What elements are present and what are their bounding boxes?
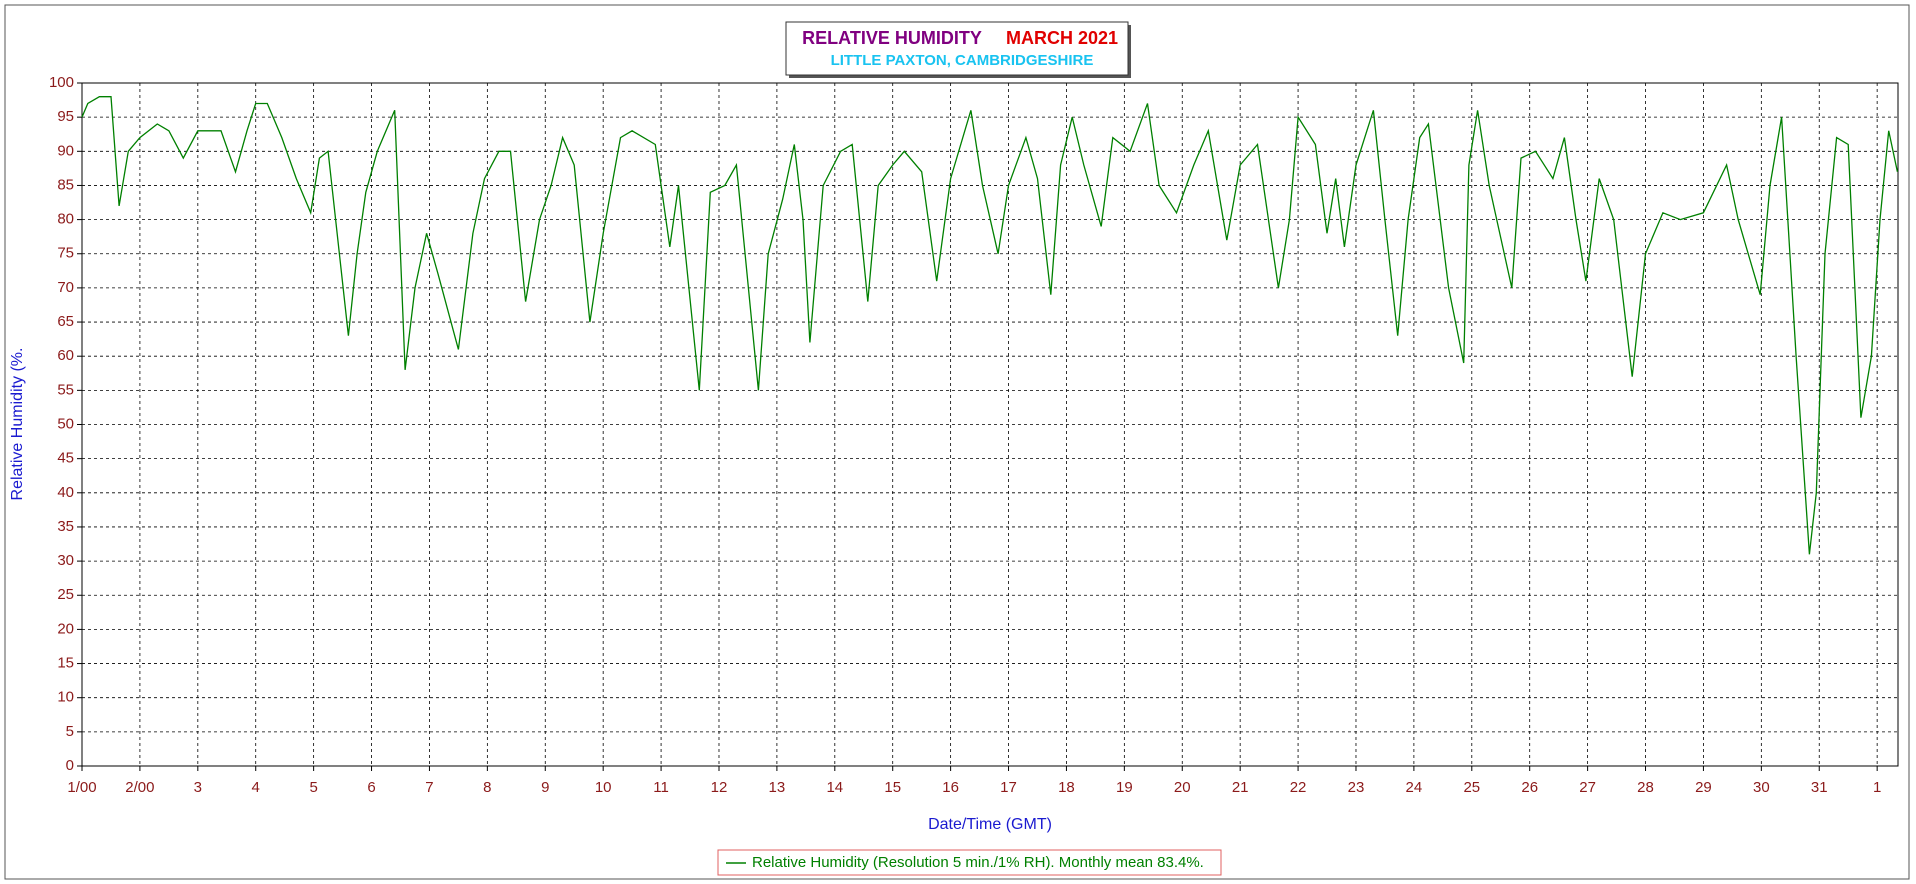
x-tick-label: 12 [711, 779, 728, 796]
chart-subtitle: LITTLE PAXTON, CAMBRIDGESHIRE [831, 52, 1094, 69]
y-tick-label: 80 [57, 211, 74, 228]
x-tick-label: 15 [884, 779, 901, 796]
x-tick-label: 31 [1811, 779, 1828, 796]
chart-title-period: MARCH 2021 [1006, 28, 1118, 48]
y-tick-label: 55 [57, 381, 74, 398]
y-tick-label: 65 [57, 313, 74, 330]
y-tick-label: 60 [57, 347, 74, 364]
x-tick-label: 1/00 [67, 779, 96, 796]
x-tick-label: 23 [1348, 779, 1365, 796]
x-tick-label: 5 [309, 779, 317, 796]
x-tick-label: 4 [252, 779, 260, 796]
x-tick-label: 9 [541, 779, 549, 796]
y-tick-label: 95 [57, 108, 74, 125]
x-tick-label: 2/00 [125, 779, 154, 796]
y-tick-label: 45 [57, 450, 74, 467]
y-tick-label: 30 [57, 552, 74, 569]
chart-frame [4, 4, 1910, 880]
y-tick-label: 5 [66, 723, 74, 740]
x-axis-label: Date/Time (GMT) [928, 816, 1052, 833]
y-tick-label: 40 [57, 484, 74, 501]
y-tick-label: 70 [57, 279, 74, 296]
y-tick-label: 50 [57, 415, 74, 432]
y-tick-label: 75 [57, 245, 74, 262]
legend-label: Relative Humidity (Resolution 5 min./1% … [752, 854, 1204, 871]
x-tick-label: 21 [1232, 779, 1249, 796]
x-tick-label: 17 [1000, 779, 1017, 796]
y-tick-label: 15 [57, 655, 74, 672]
y-tick-label: 85 [57, 176, 74, 193]
x-tick-label: 10 [595, 779, 612, 796]
x-tick-label: 19 [1116, 779, 1133, 796]
x-tick-label: 11 [653, 779, 669, 796]
x-tick-label: 22 [1290, 779, 1307, 796]
chart-title: RELATIVE HUMIDITY [802, 28, 982, 48]
x-tick-label: 7 [425, 779, 433, 796]
legend-box [717, 849, 1222, 876]
y-tick-label: 20 [57, 620, 74, 637]
x-tick-label: 24 [1406, 779, 1423, 796]
data-line [81, 96, 1899, 555]
x-tick-label: 28 [1637, 779, 1654, 796]
x-tick-label: 6 [367, 779, 375, 796]
title-box [785, 21, 1129, 76]
y-tick-label: 100 [49, 74, 74, 91]
x-tick-label: 20 [1174, 779, 1191, 796]
x-tick-label: 25 [1463, 779, 1480, 796]
x-tick-label: 16 [942, 779, 959, 796]
y-axis-label: Relative Humidity (%. [9, 348, 26, 501]
x-tick-label: 29 [1695, 779, 1712, 796]
x-tick-label: 27 [1579, 779, 1596, 796]
x-tick-label: 1 [1873, 779, 1881, 796]
x-tick-label: 14 [826, 779, 843, 796]
x-tick-label: 3 [194, 779, 202, 796]
y-tick-label: 10 [57, 689, 74, 706]
y-tick-label: 35 [57, 518, 74, 535]
x-tick-label: 18 [1058, 779, 1075, 796]
x-tick-label: 26 [1521, 779, 1538, 796]
y-tick-label: 25 [57, 586, 74, 603]
y-tick-label: 0 [66, 757, 74, 774]
x-tick-label: 30 [1753, 779, 1770, 796]
x-tick-label: 8 [483, 779, 491, 796]
y-tick-label: 90 [57, 142, 74, 159]
plot-frame [81, 82, 1899, 767]
x-tick-label: 13 [769, 779, 786, 796]
